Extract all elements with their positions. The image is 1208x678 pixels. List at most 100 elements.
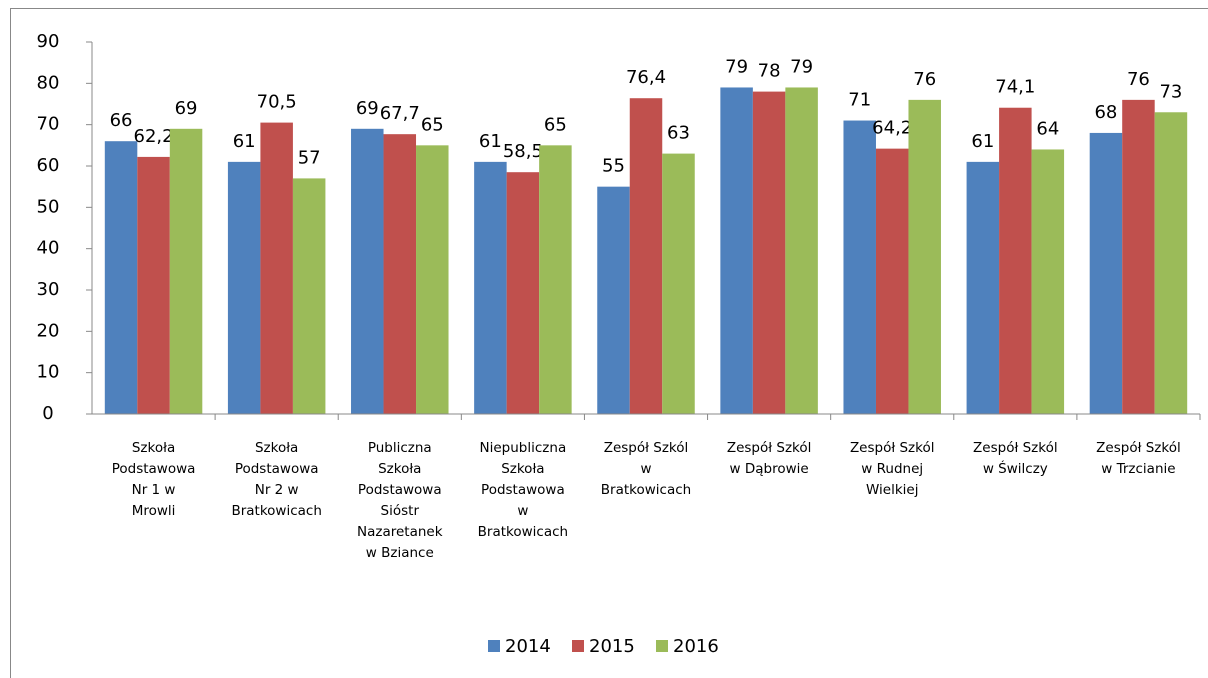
x-tick-label: Mrowli [132,503,176,519]
x-tick-label: Zespół Szkól [973,440,1058,456]
value-label: 63 [667,123,690,144]
bar [1031,149,1065,414]
value-label: 61 [971,131,994,152]
y-tick-label: 50 [37,196,60,217]
x-tick-label: Zespół Szkól [1096,440,1181,456]
x-tick-label: Publiczna [368,440,432,456]
x-tick-label: Szkoła [378,461,421,477]
x-tick-label: Nazaretanek [357,524,443,540]
y-tick-label: 70 [37,114,60,135]
legend-swatch [656,640,668,652]
bar [908,99,941,414]
bar [351,128,384,415]
x-tick-label: Sióstr [381,503,420,519]
bar [875,148,909,414]
bar [1122,99,1155,414]
value-label: 65 [421,114,444,135]
x-tick-label: Nr 1 w [132,482,176,498]
x-tick-label: Podstawowa [481,482,565,498]
bar [843,120,876,415]
bar [785,87,818,414]
x-tick-label: Szkoła [501,461,544,477]
y-tick-label: 40 [37,238,60,259]
value-label: 61 [233,131,256,152]
value-label: 64 [1036,118,1059,139]
bar [474,161,507,414]
value-label: 64,2 [872,118,912,139]
bar [227,161,261,414]
value-label: 76,4 [626,67,666,88]
bar [383,134,417,414]
bar [597,186,630,414]
value-label: 58,5 [503,141,543,162]
legend-swatch [572,640,584,652]
value-label: 71 [848,90,871,111]
bar [966,161,1000,414]
bar [1089,132,1123,414]
bar [137,156,170,414]
y-tick-label: 0 [42,403,53,424]
value-label: 79 [725,56,748,77]
x-tick-label: Podstawowa [235,461,319,477]
value-label: 68 [1094,102,1117,123]
legend-label: 2016 [673,636,719,657]
bar [629,98,663,415]
x-tick-label: Podstawowa [358,482,442,498]
x-tick-label: Szkoła [255,440,298,456]
value-label: 73 [1159,81,1182,102]
bar [720,87,753,414]
bar [169,128,203,415]
value-label: 76 [913,69,936,90]
x-tick-label: w Rudnej [861,461,923,477]
bar [292,178,326,414]
y-tick-label: 80 [37,72,60,93]
x-tick-label: w Bziance [366,545,434,561]
x-tick-label: Wielkiej [866,482,918,498]
x-tick-label: w Trzcianie [1101,461,1175,477]
value-label: 67,7 [380,103,420,124]
bar [260,122,293,414]
y-tick-label: 10 [37,362,60,383]
value-label: 79 [790,56,813,77]
value-label: 57 [298,147,321,168]
x-tick-label: Zespół Szkól [727,440,812,456]
x-tick-label: Zespół Szkól [850,440,935,456]
x-tick-label: Szkoła [132,440,175,456]
x-tick-label: Bratkowicach [601,482,691,498]
bar [752,91,786,414]
x-tick-label: w Dąbrowie [730,461,809,477]
bar [416,145,449,415]
value-label: 69 [175,98,198,119]
y-tick-label: 30 [37,279,60,300]
value-label: 55 [602,156,625,177]
value-label: 78 [758,61,781,82]
legend-swatch [488,640,500,652]
value-label: 62,2 [134,126,174,147]
y-tick-label: 90 [37,31,60,52]
value-label: 70,5 [257,92,297,113]
y-tick-label: 20 [37,320,60,341]
bar [999,107,1032,414]
value-label: 61 [479,131,502,152]
x-tick-label: Podstawowa [112,461,196,477]
bar [662,153,695,414]
bar [104,141,138,414]
legend-label: 2014 [505,636,551,657]
bar [506,172,540,414]
legend-label: 2015 [589,636,635,657]
bar [539,145,572,415]
value-label: 69 [356,98,379,119]
x-tick-label: w [640,461,651,477]
x-tick-label: Zespół Szkól [604,440,689,456]
value-label: 66 [110,110,133,131]
value-label: 65 [544,114,567,135]
x-tick-label: Bratkowicach [478,524,568,540]
x-tick-label: Bratkowicach [231,503,321,519]
value-label: 76 [1127,69,1150,90]
x-tick-label: w [517,503,528,519]
bar [1154,112,1188,415]
x-tick-label: w Świlczy [983,459,1048,477]
y-tick-label: 60 [37,155,60,176]
value-label: 74,1 [995,77,1035,98]
